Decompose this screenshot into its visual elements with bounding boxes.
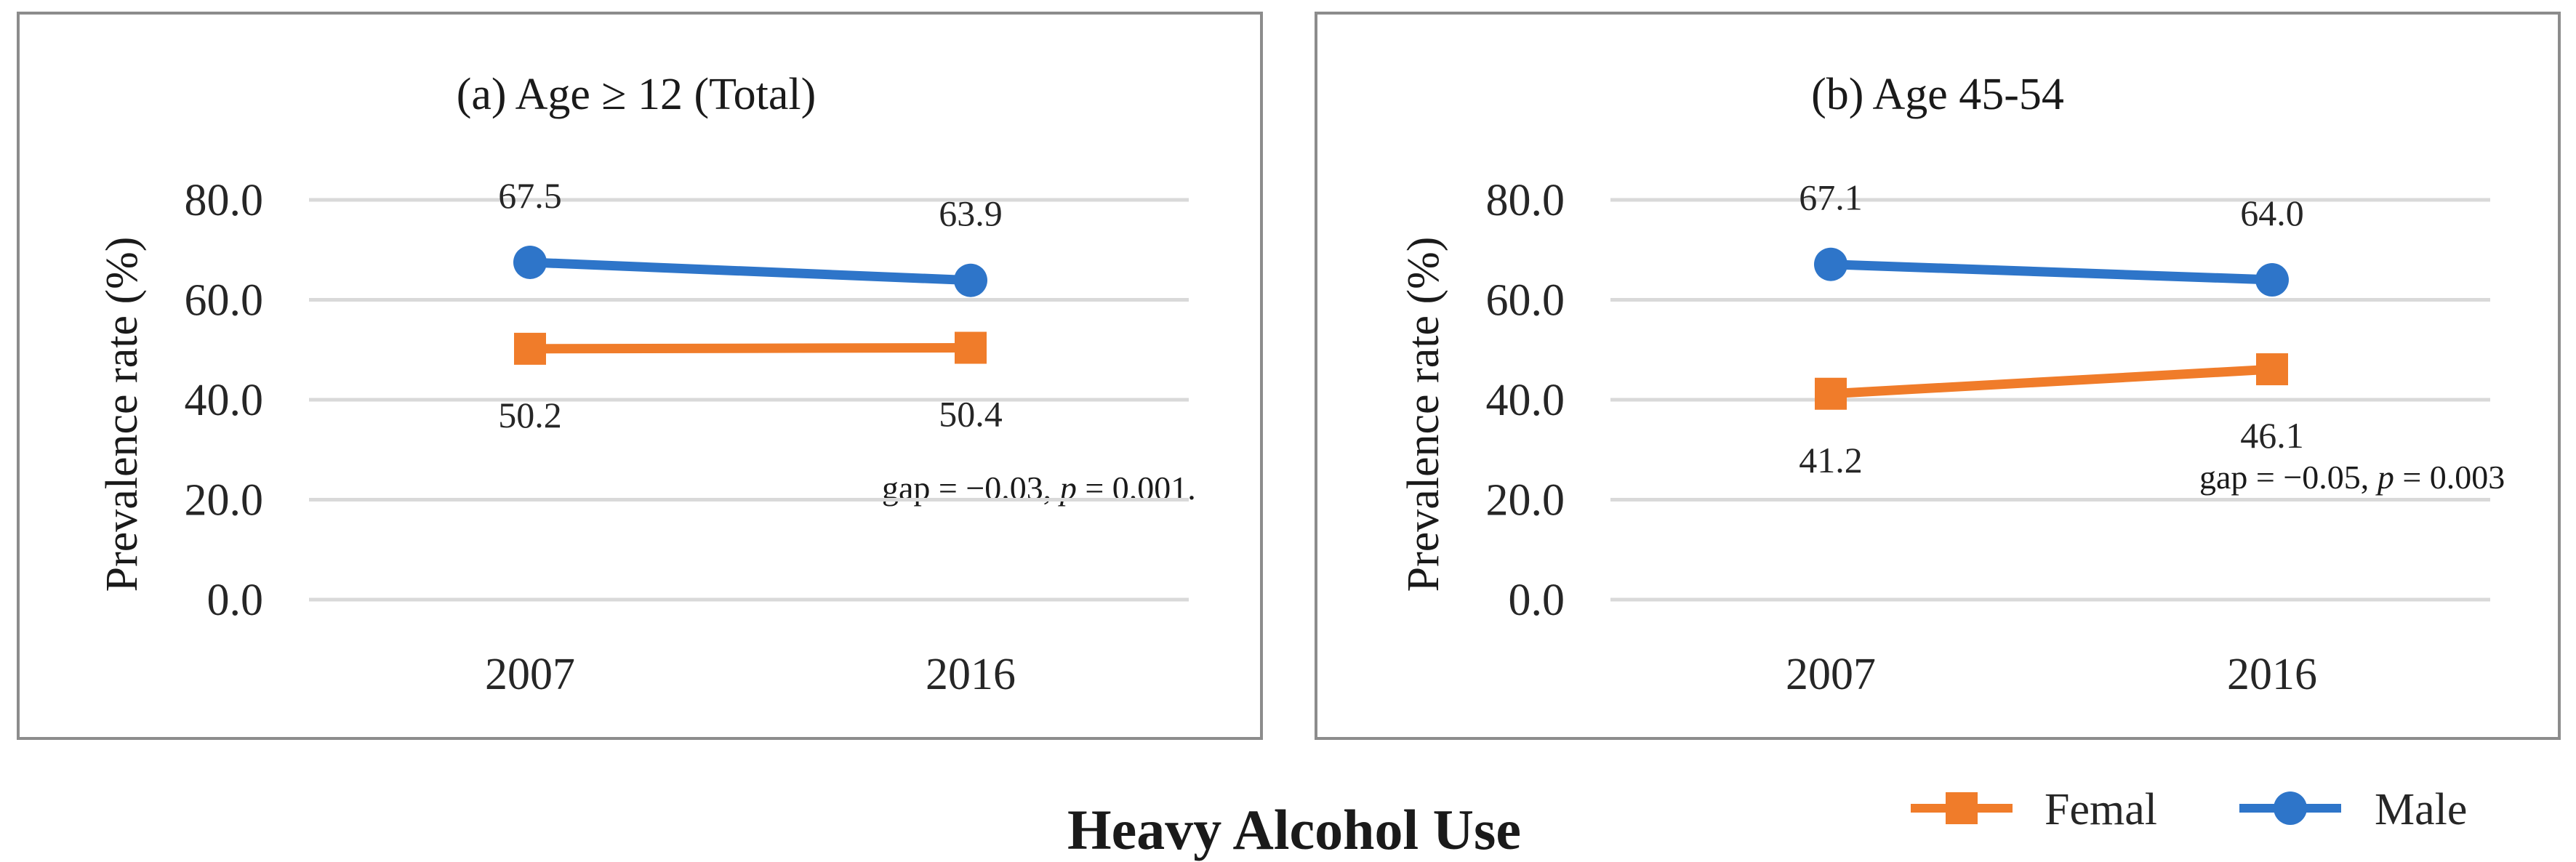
figure-title: Heavy Alcohol Use (1067, 798, 1521, 861)
panel-a-femal-series-line (529, 343, 971, 354)
panel-b-x-tick-label: 2016 (2227, 650, 2317, 699)
panel-b-male-point (1814, 247, 1847, 281)
panel-a-y-tick-label: 20.0 (185, 476, 264, 525)
panel-a-femal-point (514, 332, 546, 365)
panel-b-y-tick-label: 20.0 (1486, 476, 1565, 525)
panel-b-y-tick-label: 80.0 (1486, 176, 1565, 225)
panel-a-male-data-label: 63.9 (939, 193, 1003, 234)
legend-item-femal: Femal (1911, 785, 2157, 834)
panel-b-femal-data-label: 41.2 (1799, 440, 1863, 480)
panel-b-frame (1315, 12, 2561, 740)
panel-b-femal-point (1815, 377, 1847, 410)
panel-a-male-point (954, 263, 987, 297)
panel-a-title: (a) Age ≥ 12 (Total) (457, 70, 816, 119)
panel-b-title: (b) Age 45-54 (1811, 70, 2064, 119)
legend-femal-label: Femal (2045, 785, 2157, 834)
panel-b-femal-series-line (1830, 364, 2273, 399)
panel-a-frame (17, 12, 1263, 740)
panel-b-y-tick-label: 0.0 (1509, 576, 1565, 625)
panel-a-femal-point (955, 331, 987, 364)
panel-b-femal-data-label: 46.1 (2240, 415, 2304, 456)
legend-male-circle-marker (2274, 791, 2307, 825)
panel-b-x-tick-label: 2007 (1786, 650, 1876, 699)
panel-a-male-point (513, 245, 547, 279)
panel-a-y-tick-label: 60.0 (185, 276, 264, 326)
panel-b-femal-point (2256, 353, 2288, 386)
panel-a-male-data-label: 67.5 (498, 175, 562, 216)
panel-b-gap-annotation: gap = −0.05, p = 0.003 (2199, 459, 2505, 496)
panel-a-y-tick-label: 40.0 (185, 376, 264, 425)
panel-b: (b) Age 45-54 Prevalence rate (%) gap = … (1315, 12, 2561, 740)
panel-b-male-point (2255, 263, 2289, 297)
panel-a-y-axis-label: Prevalence rate (%) (97, 237, 147, 592)
panel-a-y-tick-label: 0.0 (207, 576, 264, 625)
panel-b-male-data-label: 64.0 (2240, 193, 2304, 233)
legend-femal-square-marker (1946, 792, 1978, 824)
panel-a-femal-data-label: 50.2 (498, 395, 562, 435)
panel-a-y-tick-label: 80.0 (185, 176, 264, 225)
panel-a-x-tick-label: 2016 (926, 650, 1016, 699)
panel-b-y-axis-label: Prevalence rate (%) (1399, 237, 1448, 592)
panel-a: (a) Age ≥ 12 (Total) Prevalence rate (%)… (17, 12, 1263, 740)
panel-b-y-tick-label: 40.0 (1486, 376, 1565, 425)
panel-b-male-data-label: 67.1 (1799, 177, 1863, 218)
panel-a-x-tick-label: 2007 (485, 650, 575, 699)
panel-a-male-series-line (529, 257, 971, 286)
legend-male-label: Male (2375, 785, 2467, 834)
panel-a-femal-data-label: 50.4 (939, 394, 1003, 435)
legend-item-male: Male (2239, 785, 2467, 834)
legend: Femal Male (1911, 785, 2467, 834)
panel-b-male-series-line (1830, 259, 2273, 285)
panel-b-y-tick-label: 60.0 (1486, 276, 1565, 326)
